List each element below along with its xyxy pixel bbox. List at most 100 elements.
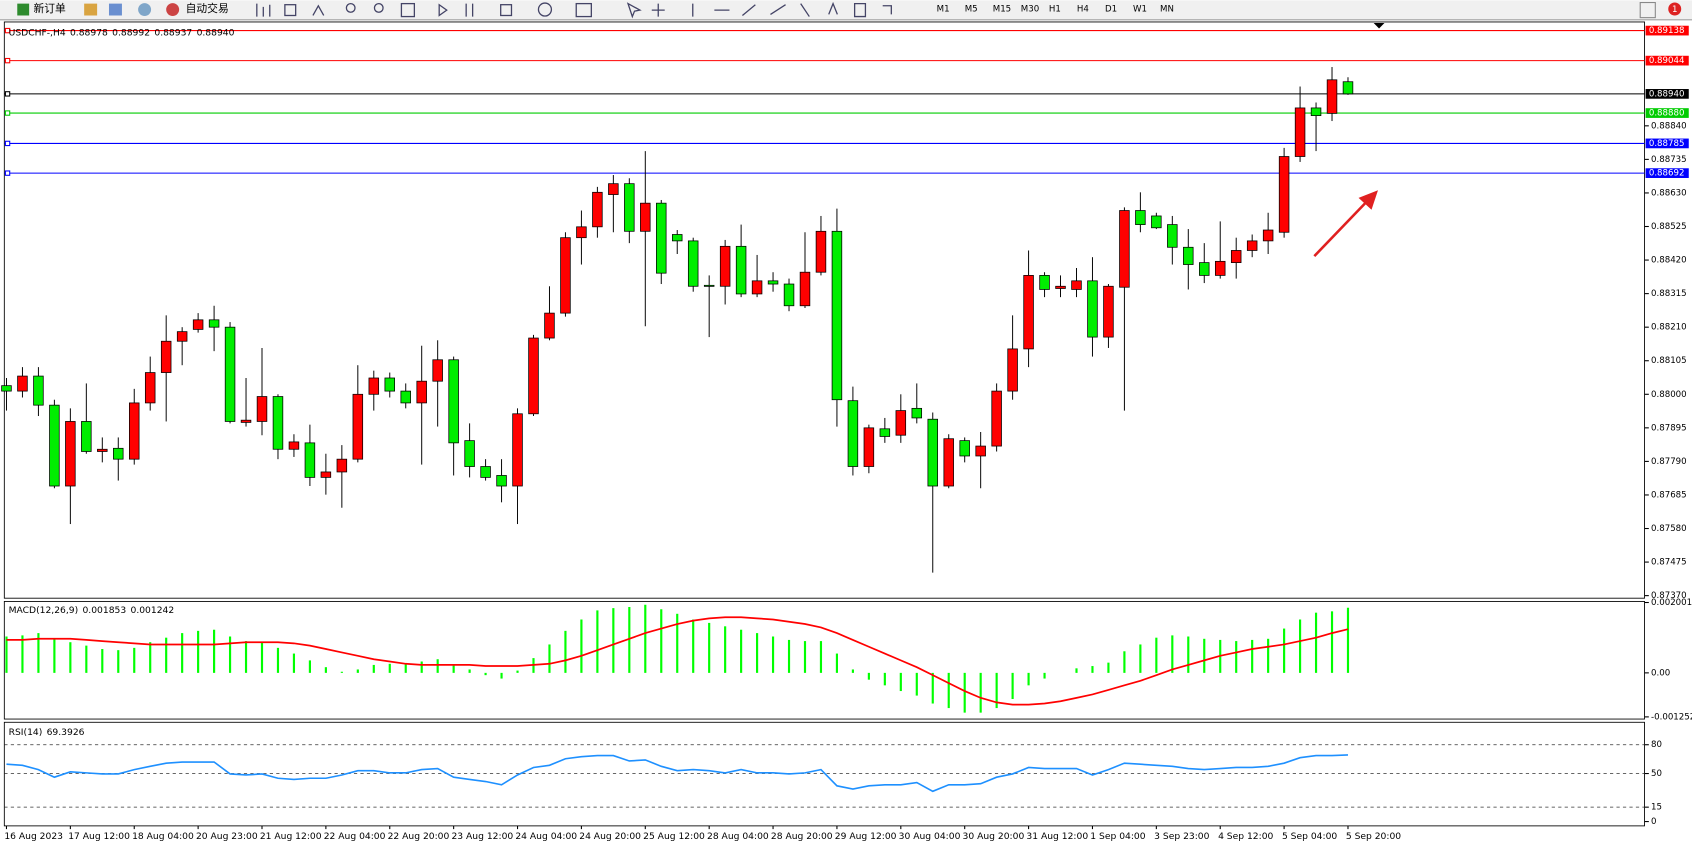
candle-body [656, 202, 667, 274]
header-part: 0.001242 [131, 605, 175, 616]
candle-body [368, 377, 380, 395]
candle-body [304, 442, 316, 478]
candle-body [943, 438, 954, 487]
timeframe-button[interactable]: D1 [1105, 5, 1117, 15]
shift-marker [1373, 23, 1385, 29]
x-tick-label: 16 Aug 2023 [4, 831, 63, 842]
candle-body [336, 458, 348, 473]
icon [345, 2, 356, 13]
search-icon[interactable] [1639, 2, 1656, 19]
x-tick-label: 25 Aug 12:00 [643, 831, 705, 842]
icon [651, 3, 665, 17]
header-part: 0.88978 [70, 27, 108, 38]
icon [312, 4, 325, 16]
icon [400, 2, 416, 18]
level-label-bg [1645, 138, 1689, 149]
y-tick-label: 50 [1651, 769, 1662, 779]
candle-body [815, 230, 827, 273]
timeframe-button[interactable]: M15 [993, 5, 1011, 15]
header-part: 69.3926 [47, 726, 85, 737]
timeframe-button[interactable]: W1 [1133, 5, 1147, 15]
candle-body [144, 372, 156, 404]
candle-body [959, 440, 970, 457]
candle-body [1119, 210, 1130, 288]
toolbar: 新订单 自动交易 1 [0, 0, 1692, 21]
y-tick-label: 0.87790 [1651, 457, 1687, 467]
y-tick-label: 0.88525 [1651, 222, 1687, 232]
timeframe-button[interactable]: H4 [1077, 5, 1089, 15]
level-handle [4, 91, 11, 97]
y-tick-label: -0.001252 [1651, 712, 1692, 722]
header-part: USDCHF-,H4 [9, 27, 66, 38]
notification-badge[interactable] [1668, 2, 1682, 16]
y-tick-label: 0.87580 [1651, 524, 1687, 534]
toolbar-bg [0, 0, 1692, 20]
timeframe-button[interactable]: H1 [1049, 5, 1061, 15]
timeframe-button[interactable]: M30 [1021, 5, 1039, 15]
candle-body [1007, 348, 1018, 392]
x-tick-label: 1 Sep 04:00 [1090, 831, 1145, 842]
candle-body [352, 393, 364, 460]
candle-body [1103, 285, 1114, 338]
icon [438, 3, 448, 17]
level-handle [4, 140, 11, 147]
x-tick-label: 18 Aug 04:00 [132, 831, 194, 842]
header-part: 0.88992 [112, 27, 150, 38]
candle-body [65, 421, 76, 487]
candle-body [703, 284, 715, 287]
notification-count: 1 [1672, 5, 1678, 15]
y-tick-label: 0.88840 [1651, 121, 1687, 131]
candle-body [192, 319, 204, 330]
timeframe-button[interactable]: MN [1160, 5, 1174, 15]
x-tick-label: 22 Aug 04:00 [324, 831, 386, 842]
auto-trading-button[interactable]: 自动交易 [166, 2, 229, 17]
toolbar-icons [256, 1, 892, 19]
candle-body [480, 466, 491, 478]
header-part: 0.88937 [154, 27, 192, 38]
candle-body [464, 440, 475, 467]
level-label: 0.88940 [1649, 89, 1685, 99]
x-tick-label: 17 Aug 12:00 [68, 831, 130, 842]
candle-body [1151, 215, 1162, 229]
candle-body [831, 230, 843, 401]
icon [108, 3, 122, 16]
icon [626, 2, 642, 19]
candle-body [592, 191, 603, 228]
candle-body [847, 400, 859, 467]
candle-body [33, 375, 44, 406]
y-tick-label: 0.88735 [1651, 155, 1687, 165]
x-tick-label: 31 Aug 12:00 [1026, 831, 1088, 842]
x-tick-label: 22 Aug 20:00 [388, 831, 450, 842]
level-handle [4, 170, 11, 176]
level-label: 0.88785 [1649, 139, 1685, 149]
candle-body [240, 419, 252, 423]
new-order-button[interactable]: 新订单 [17, 2, 66, 16]
candle-body [432, 359, 443, 382]
candle-body [512, 413, 523, 487]
timeframe-button[interactable]: M1 [937, 5, 950, 15]
candle-body [751, 280, 763, 295]
x-tick-label: 24 Aug 04:00 [515, 831, 577, 842]
candle-body [624, 183, 635, 232]
y-tick-label: 15 [1651, 803, 1662, 813]
x-tick-label: 28 Aug 20:00 [771, 831, 833, 842]
header-part: MACD(12,26,9) [9, 605, 79, 616]
header-part: 0.88940 [197, 27, 235, 38]
icon [537, 2, 553, 17]
candle-body [288, 441, 300, 450]
candle-body [1342, 81, 1354, 95]
candle-body [1214, 260, 1226, 276]
candle-body [1294, 107, 1306, 157]
macd-signal [6, 616, 1349, 706]
y-tick-label: 0.88105 [1651, 356, 1687, 366]
x-tick-label: 20 Aug 23:00 [196, 831, 258, 842]
icon [575, 2, 592, 18]
timeframe-button[interactable]: M5 [965, 5, 978, 15]
candle-body [81, 421, 92, 452]
y-tick-label: 0.88315 [1651, 289, 1687, 299]
level-handle [4, 27, 11, 34]
new-order-icon [17, 3, 30, 16]
candle-body [416, 380, 427, 404]
level-handle [4, 57, 11, 64]
